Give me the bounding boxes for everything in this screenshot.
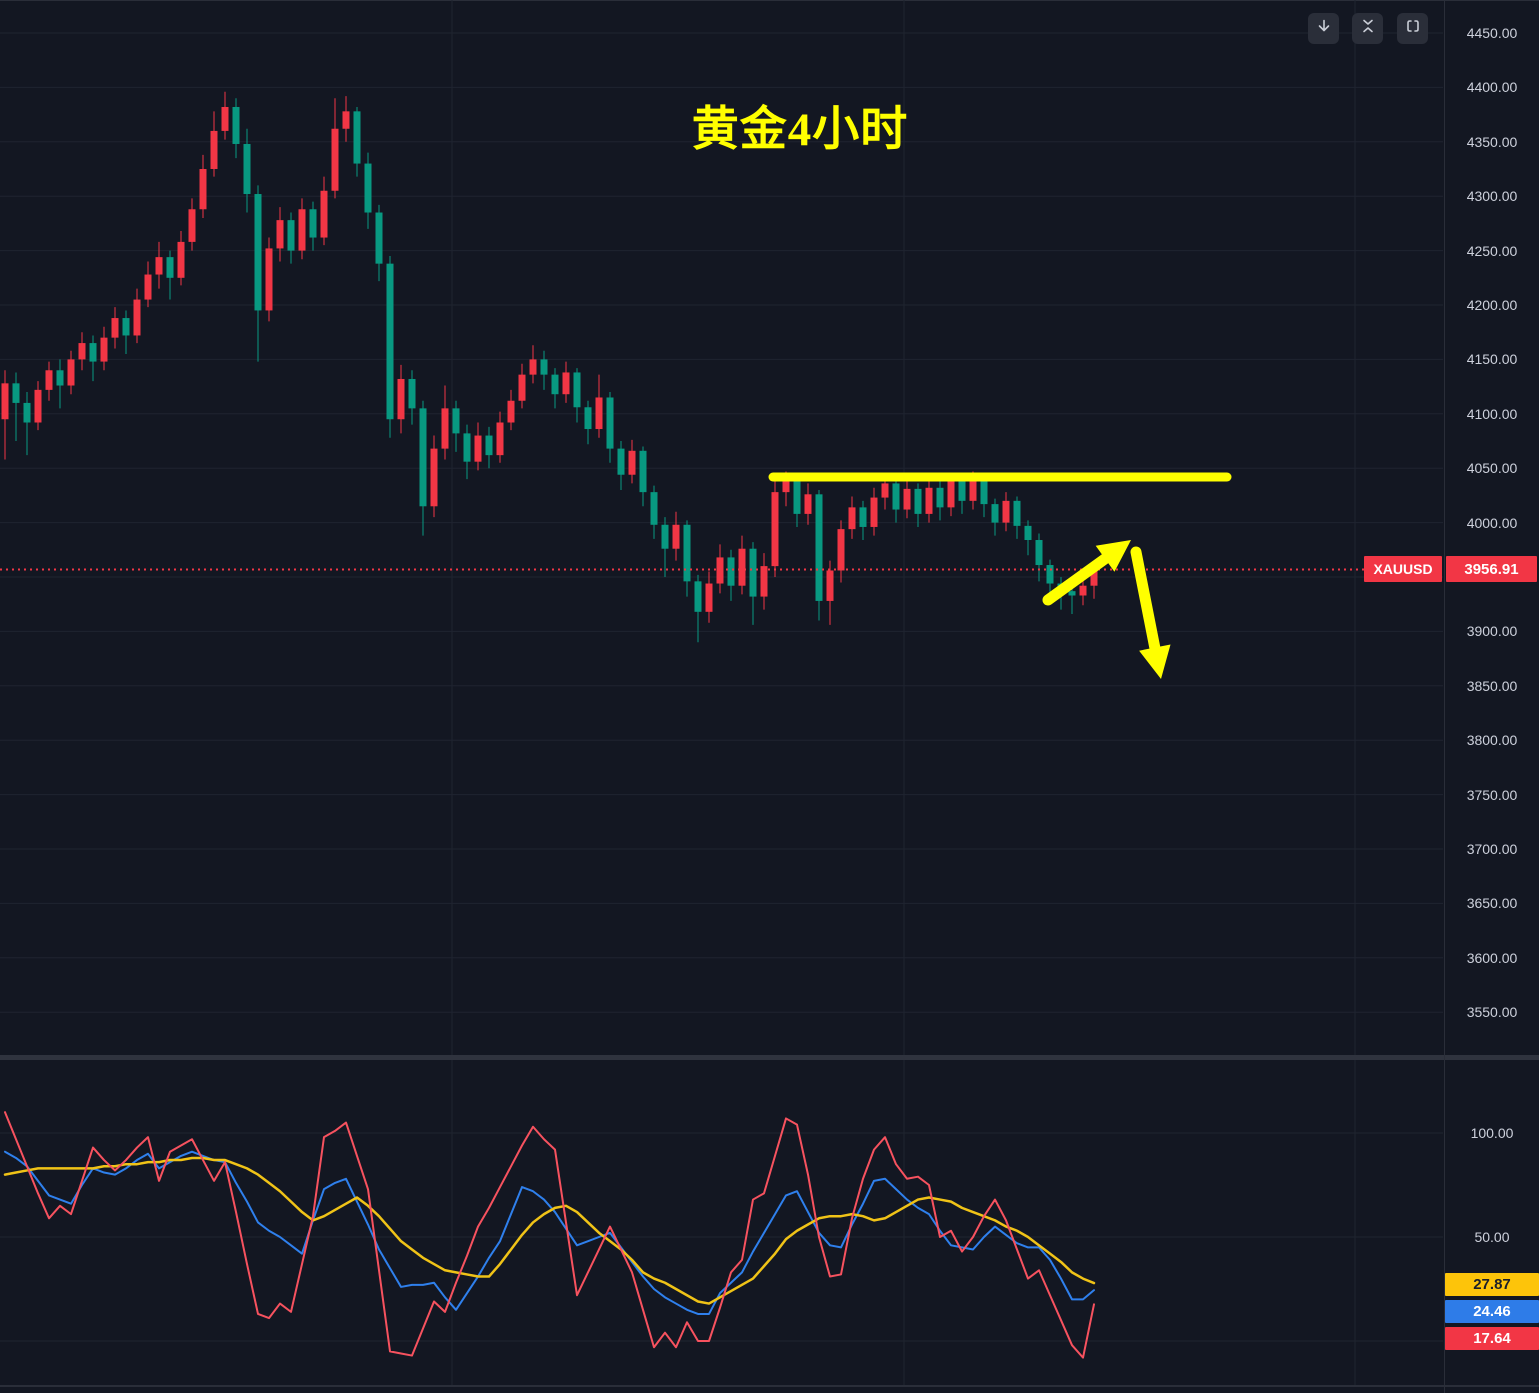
- kdj-d-value-badge: 27.87: [1445, 1273, 1539, 1296]
- chart-annotation-title: 黄金4小时: [691, 104, 909, 156]
- price-tick-3550.00: 3550.00: [1466, 1004, 1518, 1021]
- price-tick-3750.00: 3750.00: [1466, 786, 1518, 803]
- indicator-tick-100.00: 100.00: [1470, 1125, 1514, 1141]
- last-price-tag: 3956.91: [1446, 556, 1537, 583]
- price-tick-4050.00: 4050.00: [1466, 460, 1518, 477]
- price-tick-4100.00: 4100.00: [1466, 405, 1518, 422]
- price-tick-4450.00: 4450.00: [1466, 25, 1518, 41]
- collapse-chevrons-icon: [1360, 18, 1376, 39]
- price-tick-4400.00: 4400.00: [1466, 79, 1518, 96]
- price-tick-3900.00: 3900.00: [1466, 623, 1518, 640]
- price-tick-4200.00: 4200.00: [1466, 297, 1518, 313]
- restore-square-icon: [1405, 18, 1421, 39]
- price-tick-4350.00: 4350.00: [1466, 133, 1518, 150]
- pane-divider[interactable]: [0, 1055, 1539, 1060]
- price-tick-4150.00: 4150.00: [1466, 351, 1518, 368]
- scroll-to-recent-button[interactable]: [1308, 13, 1339, 44]
- price-tick-3700.00: 3700.00: [1466, 841, 1518, 857]
- restore-view-button[interactable]: [1397, 13, 1428, 44]
- kdj-k-value-badge: 24.46: [1445, 1300, 1539, 1323]
- price-tick-3850.00: 3850.00: [1466, 677, 1518, 694]
- price-tick-4250.00: 4250.00: [1466, 242, 1518, 259]
- time-axis-divider: [0, 1385, 1539, 1387]
- price-tick-3800.00: 3800.00: [1466, 732, 1518, 749]
- price-axis[interactable]: 4450.00 4400.00 4350.00 4300.00 4250.00 4200.…: [1444, 0, 1539, 1393]
- symbol-price-tag: XAUUSD: [1364, 556, 1442, 583]
- price-tick-4000.00: 4000.00: [1466, 514, 1518, 531]
- top-border: [0, 0, 1539, 1]
- price-tick-4300.00: 4300.00: [1466, 188, 1518, 205]
- collapse-pane-button[interactable]: [1352, 13, 1383, 44]
- kdj-j-value-badge: 17.64: [1445, 1327, 1539, 1350]
- price-tick-3650.00: 3650.00: [1466, 895, 1518, 912]
- arrow-down-icon: [1316, 18, 1332, 39]
- price-tick-3600.00: 3600.00: [1466, 949, 1518, 966]
- indicator-tick-50.00: 50.00: [1474, 1229, 1510, 1245]
